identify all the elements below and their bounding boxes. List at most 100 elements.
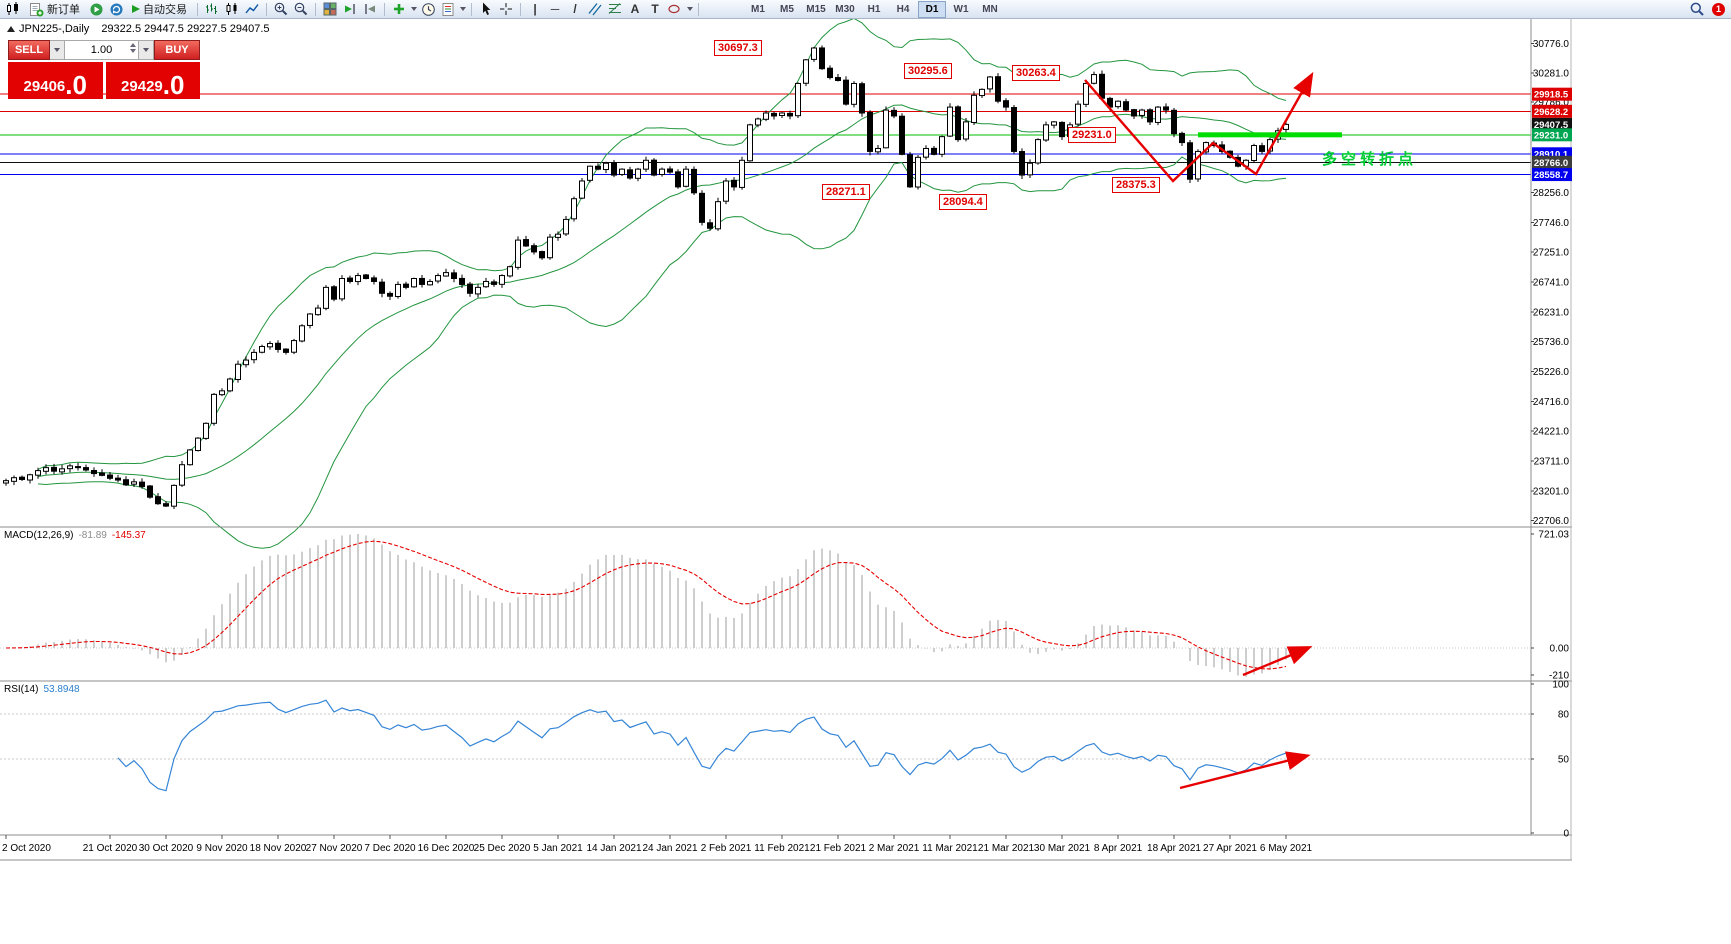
rsi-upturn-arrow[interactable]: [1179, 751, 1311, 790]
zoom-in-icon[interactable]: [272, 1, 290, 18]
macd-label: MACD(12,26,9) -81.89 -145.37: [4, 530, 146, 541]
candlestick-chart-icon[interactable]: [223, 1, 241, 18]
price-flag[interactable]: 30697.3: [714, 40, 762, 56]
shapes-dropdown-icon[interactable]: [687, 7, 693, 11]
buy-options-dropdown[interactable]: [139, 40, 154, 60]
fibonacci-tool-icon[interactable]: [606, 1, 624, 18]
sell-options-dropdown[interactable]: [50, 40, 65, 60]
indicators-dropdown-icon[interactable]: [411, 7, 417, 11]
svg-text:30776.0: 30776.0: [1533, 39, 1570, 50]
cursor-icon[interactable]: [477, 1, 495, 18]
symbol-ohlc: 29322.5 29447.5 29227.5 29407.5: [101, 23, 270, 35]
sell-price-pips: .0: [65, 69, 87, 100]
chevron-down-icon: [143, 48, 149, 52]
svg-text:29407.5: 29407.5: [1534, 120, 1569, 131]
symbol-name: JPN225-,Daily: [19, 23, 90, 35]
svg-text:29786.0: 29786.0: [1533, 98, 1570, 109]
svg-text:6 May 2021: 6 May 2021: [1260, 843, 1313, 854]
svg-text:11 Feb 2021: 11 Feb 2021: [754, 843, 810, 854]
sell-price-main: 29406: [23, 78, 66, 95]
notification-badge[interactable]: 1: [1712, 2, 1725, 16]
tile-windows-icon[interactable]: [321, 1, 339, 18]
symbol-collapse-icon[interactable]: [7, 26, 15, 32]
svg-text:18 Apr 2021: 18 Apr 2021: [1147, 843, 1201, 854]
one-click-trading-panel: SELL 1.00 BUY 29406.0 29429.0: [8, 40, 200, 99]
toolbar-right-group: 1: [1688, 1, 1727, 18]
search-icon[interactable]: [1688, 1, 1706, 18]
svg-text:30 Mar 2021: 30 Mar 2021: [1034, 843, 1091, 854]
macd-name: MACD(12,26,9): [4, 530, 74, 541]
svg-text:21 Feb 2021: 21 Feb 2021: [810, 843, 867, 854]
new-chart-icon[interactable]: [4, 1, 22, 18]
auto-scroll-icon[interactable]: [341, 1, 359, 18]
vertical-line-tool-icon[interactable]: |: [533, 1, 537, 16]
templates-dropdown-icon[interactable]: [460, 7, 466, 11]
chart-shift-icon[interactable]: [361, 1, 379, 18]
svg-text:23201.0: 23201.0: [1533, 487, 1570, 498]
profiles-icon[interactable]: [87, 1, 105, 18]
templates-icon[interactable]: [439, 1, 457, 18]
periods-icon[interactable]: [419, 1, 437, 18]
crosshair-icon[interactable]: [497, 1, 515, 18]
timeframe-d1[interactable]: D1: [918, 0, 946, 18]
svg-text:21 Mar 2021: 21 Mar 2021: [978, 843, 1035, 854]
buy-price[interactable]: 29429.0: [105, 62, 200, 100]
macd-upturn-arrow[interactable]: [1242, 646, 1313, 677]
svg-text:30281.0: 30281.0: [1533, 68, 1570, 79]
svg-text:21 Oct 2020: 21 Oct 2020: [83, 843, 138, 854]
line-chart-icon[interactable]: [243, 1, 261, 18]
price-flag[interactable]: 28094.4: [939, 194, 987, 210]
price-downtrend-and-reversal-arrow[interactable]: [1084, 71, 1314, 183]
horizontal-line-tool-icon[interactable]: ─: [550, 1, 560, 16]
timeframe-h4[interactable]: H4: [896, 3, 910, 15]
bar-chart-icon[interactable]: [203, 1, 221, 18]
new-order-button[interactable]: 新订单: [24, 1, 85, 18]
svg-text:25 Dec 2020: 25 Dec 2020: [474, 843, 531, 854]
price-flag[interactable]: 28271.1: [822, 184, 870, 200]
timeframe-m30[interactable]: M30: [835, 3, 855, 15]
timeframe-h1[interactable]: H1: [867, 3, 881, 15]
timeframe-m1[interactable]: M1: [751, 3, 765, 15]
timeframe-m5[interactable]: M5: [780, 3, 794, 15]
price-flag[interactable]: 30295.6: [904, 63, 952, 79]
svg-text:24716.0: 24716.0: [1533, 397, 1570, 408]
price-flag[interactable]: 30263.4: [1012, 65, 1060, 81]
buy-button[interactable]: BUY: [154, 40, 200, 60]
sell-price[interactable]: 29406.0: [8, 62, 103, 99]
refresh-icon[interactable]: [107, 1, 125, 18]
svg-text:28558.7: 28558.7: [1534, 170, 1568, 181]
volume-input[interactable]: 1.00: [65, 40, 139, 60]
svg-text:25736.0: 25736.0: [1533, 337, 1570, 348]
shapes-tool-icon[interactable]: [666, 1, 684, 18]
toolbar-separator: [520, 2, 521, 16]
timeframe-w1[interactable]: W1: [953, 3, 969, 15]
svg-text:0.00: 0.00: [1550, 644, 1570, 655]
sell-button[interactable]: SELL: [8, 40, 50, 60]
buy-price-pips: .0: [162, 69, 185, 100]
rsi-label: RSI(14) 53.8948: [4, 684, 80, 695]
channel-tool-icon[interactable]: [586, 1, 604, 18]
svg-text:18 Nov 2020: 18 Nov 2020: [250, 843, 307, 854]
price-flag[interactable]: 28375.3: [1112, 177, 1160, 193]
text-label-tool-icon[interactable]: T: [651, 1, 659, 16]
zoom-out-icon[interactable]: [292, 1, 310, 18]
toolbar-separator: [315, 2, 316, 16]
svg-text:0: 0: [1563, 829, 1569, 840]
svg-text:721.03: 721.03: [1538, 530, 1569, 541]
trendline-tool-icon[interactable]: /: [573, 1, 577, 16]
timeframe-mn[interactable]: MN: [982, 3, 998, 15]
timeframe-m15[interactable]: M15: [806, 3, 826, 15]
volume-stepper[interactable]: [130, 43, 136, 53]
svg-text:11 Mar 2021: 11 Mar 2021: [922, 843, 978, 854]
text-tool-icon[interactable]: A: [630, 1, 640, 16]
price-flag[interactable]: 29231.0: [1068, 127, 1116, 143]
volume-value: 1.00: [90, 44, 113, 56]
indicators-icon[interactable]: [390, 1, 408, 18]
svg-text:29628.2: 29628.2: [1534, 107, 1568, 118]
svg-text:28910.1: 28910.1: [1534, 149, 1569, 160]
autotrading-button[interactable]: 自动交易: [127, 1, 192, 18]
toolbar-separator: [266, 2, 267, 16]
step-up-icon: [130, 43, 136, 47]
svg-text:16 Dec 2020: 16 Dec 2020: [418, 843, 475, 854]
